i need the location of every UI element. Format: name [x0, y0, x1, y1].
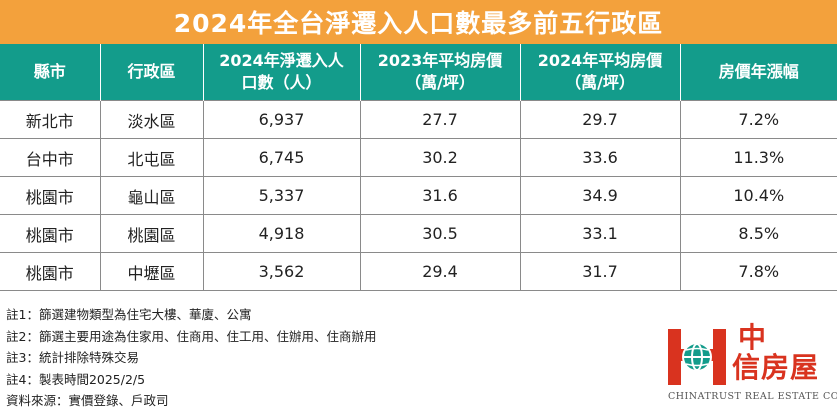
table-cell: 中壢區: [100, 252, 204, 291]
table-cell: 桃園區: [100, 214, 204, 253]
table-cell: 7.2%: [680, 100, 837, 139]
table-cell: 33.6: [520, 138, 681, 177]
table-cell: 桃園市: [0, 214, 101, 253]
footnote-4: 註4：製表時間2025/2/5: [6, 371, 146, 387]
table-cell: 6,937: [203, 100, 361, 139]
table-cell: 6,745: [203, 138, 361, 177]
table-cell: 7.8%: [680, 252, 837, 291]
table-cell: 33.1: [520, 214, 681, 253]
title-bar: 2024年全台淨遷入人口數最多前五行政區: [0, 0, 837, 44]
table-cell: 淡水區: [100, 100, 204, 139]
page-title: 2024年全台淨遷入人口數最多前五行政區: [173, 9, 664, 38]
table-row: 台中市 北屯區 6,745 30.2 33.6 11.3%: [0, 138, 837, 177]
table-row: 桃園市 桃園區 4,918 30.5 33.1 8.5%: [0, 214, 837, 253]
table-cell: 31.7: [520, 252, 681, 291]
logo-english-name: CHINATRUST REAL ESTATE CO.: [668, 391, 837, 402]
house-globe-icon: [668, 329, 726, 385]
logo-name: 中 信房屋: [732, 321, 820, 384]
table-cell: 新北市: [0, 100, 101, 139]
table-cell: 3,562: [203, 252, 361, 291]
table-cell: 4,918: [203, 214, 361, 253]
table-row: 新北市 淡水區 6,937 27.7 29.7 7.2%: [0, 100, 837, 139]
footnote-1: 註1：篩選建物類型為住宅大樓、華廈、公寓: [6, 307, 252, 322]
data-table: 縣市 行政區 2024年淨遷入人 口數（人） 2023年平均房價 （萬/坪） 202…: [0, 44, 837, 291]
column-header-county: 縣市: [0, 44, 101, 101]
table-cell: 30.5: [360, 214, 521, 253]
table-cell: 北屯區: [100, 138, 204, 177]
table-cell: 34.9: [520, 176, 681, 215]
table-row: 桃園市 中壢區 3,562 29.4 31.7 7.8%: [0, 252, 837, 291]
column-header-price-growth: 房價年漲幅: [680, 44, 837, 101]
table-cell: 桃園市: [0, 252, 101, 291]
table-cell: 桃園市: [0, 176, 101, 215]
table-cell: 11.3%: [680, 138, 837, 177]
table-cell: 29.4: [360, 252, 521, 291]
table-cell: 31.6: [360, 176, 521, 215]
column-header-price-2023: 2023年平均房價 （萬/坪）: [360, 44, 521, 101]
table-cell: 8.5%: [680, 214, 837, 253]
header-row: 縣市 行政區 2024年淨遷入人 口數（人） 2023年平均房價 （萬/坪） 202…: [0, 44, 837, 101]
column-header-district: 行政區: [100, 44, 204, 101]
table-cell: 10.4%: [680, 176, 837, 215]
footnote-3: 註3：統計排除特殊交易: [6, 350, 139, 365]
table-cell: 龜山區: [100, 176, 204, 215]
chinatrust-logo: 中 信房屋 CHINATRUST REAL ESTATE CO.: [668, 321, 837, 403]
column-header-net-migration: 2024年淨遷入人 口數（人）: [203, 44, 361, 101]
column-header-price-2024: 2024年平均房價 （萬/坪）: [520, 44, 681, 101]
table-cell: 5,337: [203, 176, 361, 215]
footnotes: 註1：篩選建物類型為住宅大樓、華廈、公寓 註2：篩選主要用途為住家用、住商用、住…: [6, 304, 376, 412]
table-cell: 30.2: [360, 138, 521, 177]
table-cell: 27.7: [360, 100, 521, 139]
data-source: 資料來源：實價登錄、戶政司: [6, 393, 169, 408]
table-cell: 29.7: [520, 100, 681, 139]
footnote-2: 註2：篩選主要用途為住家用、住商用、住工用、住辦用、住商辦用: [6, 328, 377, 344]
table-row: 桃園市 龜山區 5,337 31.6 34.9 10.4%: [0, 176, 837, 215]
table-cell: 台中市: [0, 138, 101, 177]
